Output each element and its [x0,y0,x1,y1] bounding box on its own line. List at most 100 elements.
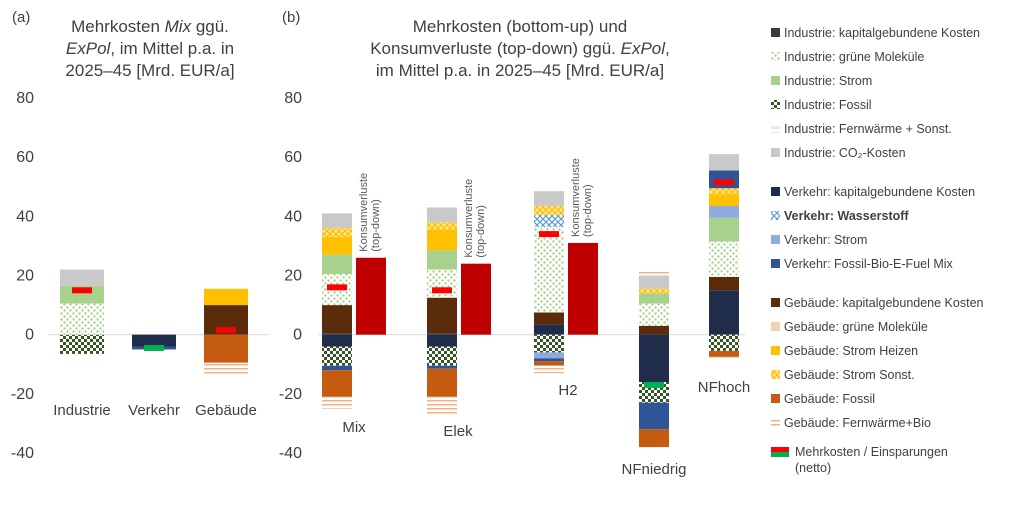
bar-segment-ind-gruen [639,303,669,326]
legend-swatch [771,370,780,379]
bar-segment-ind-fossil [709,334,739,351]
bar-segment-geb-fw [534,365,564,374]
legend-label: Gebäude: Fernwärme+Bio [784,416,931,430]
bar-segment-geb-kap [709,276,739,291]
panel-label-a: (a) [12,9,30,26]
legend-item-ver-h2: Verkehr: Wasserstoff [771,209,909,223]
y-tick-label: 60 [284,149,302,166]
bar-segment-ver-kap [709,290,739,335]
net-marker [216,327,236,334]
bar-segment-ind-strom [322,254,352,275]
bar-segment-geb-fossil [322,370,352,397]
legend-swatch [771,418,780,427]
bar-segment-geb-heizen [709,194,739,206]
bar-segment-ind-co2 [709,154,739,171]
x-category-label: Elek [443,423,473,440]
bar-segment-ver-kap [639,334,669,382]
bar-segment-geb-kap [427,297,457,334]
legend-item-geb-sonst: Gebäude: Strom Sonst. [771,368,915,382]
bar-segment-geb-fossil [709,350,739,357]
y-tick-label: 0 [25,327,34,344]
legend-swatch [771,235,780,244]
bar-segment-geb-heizen [204,288,248,306]
bar-segment-geb-fw [709,356,739,360]
legend-item-ind-kap: Industrie: kapitalgebundene Kosten [771,26,980,40]
net-marker [432,287,452,294]
bar-segment-ind-kap [322,333,352,335]
bar-segment-ind-strom [60,285,104,304]
bar-segment-ind-co2 [322,213,352,229]
bar-segment-ind-strom [427,250,457,270]
stack-nfhoch: NFhoch [698,154,750,396]
chart-title: Mehrkosten Mix ggü. ExPol, im Mittel p.a.… [65,17,234,80]
bar-segment-ver-fossil [322,365,352,371]
bar-segment-ver-kap [534,324,564,335]
bar-segment-geb-fossil [534,361,564,366]
bar-segment-ver-h2 [534,214,564,227]
konsum-annotation: Konsumverluste(top-down) [358,173,382,252]
chart-legend: Industrie: kapitalgebundene Kosten Indust… [771,26,984,475]
legend-swatch-netto-pos [771,447,789,452]
y-tick-label: 20 [16,268,34,285]
bar-segment-geb-sonst [322,228,352,238]
chart-panels: (a) Mehrkosten Mix ggü. ExPol, im Mittel p… [11,9,750,478]
net-marker [539,231,559,238]
legend-item-ind-fossil: Industrie: Fossil [771,98,872,112]
legend-label: Verkehr: Fossil-Bio-E-Fuel Mix [784,257,954,271]
bar-segment-geb-fossil [427,368,457,397]
x-category-label: Gebäude [195,402,257,419]
bar-segment-ind-fossil [60,334,104,354]
bar-segment-ind-strom [639,293,669,304]
x-category-label: Industrie [53,402,111,419]
legend-item-ver-strom: Verkehr: Strom [771,233,867,247]
legend-swatch [771,394,780,403]
bar-segment-geb-fw [204,362,248,375]
bar-segment-ver-fossil [427,365,457,369]
legend-swatch [771,100,780,109]
stack-h2: Konsumverluste(top-down) H2 [534,158,598,399]
bar-segment-ind-fossil [534,334,564,353]
legend-label: Gebäude: Strom Heizen [784,344,918,358]
bar-segment-ver-strom [534,352,564,359]
bar-segment-geb-heizen [322,237,352,255]
bar-segment-geb-fossil [204,334,248,363]
legend-label: Verkehr: kapitalgebundene Kosten [784,185,975,199]
y-tick-label: 60 [16,149,34,166]
legend-swatch [771,211,780,220]
legend-label: Industrie: Strom [784,74,872,88]
bar-segment-ver-kap [427,334,457,347]
legend-item-ver-fossil: Verkehr: Fossil-Bio-E-Fuel Mix [771,257,954,271]
legend-item-ind-gruen: Industrie: grüne Moleküle [771,50,924,64]
legend-label: Mehrkosten / Einsparungen (netto) [795,445,948,475]
y-tick-label: -20 [11,386,34,403]
bar-segment-geb-fw [427,396,457,415]
legend-label: Verkehr: Wasserstoff [784,209,909,223]
panel-label-b: (b) [282,9,300,26]
stack-industrie: Industrie [53,269,111,419]
net-marker [714,179,734,186]
bar-segment-ind-gruen [60,303,104,335]
bar-segment-ind-fossil [322,346,352,366]
bar-segment-geb-sonst [639,288,669,294]
legend-label: Gebäude: Fossil [784,392,875,406]
bar-segment-ver-kap [132,334,176,347]
net-marker [144,344,164,351]
legend-swatch [771,187,780,196]
x-category-label: NFniedrig [621,461,686,478]
legend-item-ind-fw: Industrie: Fernwärme + Sonst. [771,122,952,136]
bar-segment-ind-kap [427,333,457,335]
legend-swatch [771,322,780,331]
stack-verkehr: Verkehr [128,334,180,419]
legend-item-geb-gruen: Gebäude: grüne Moleküle [771,320,928,334]
bar-segment-geb-kap [534,312,564,325]
legend-swatch [771,259,780,268]
stack-elek: Konsumverluste(top-down) Elek [427,179,491,440]
stack-nfniedrig: NFniedrig [621,269,687,478]
legend-label: Industrie: Fernwärme + Sonst. [784,122,952,136]
bar-segment-ind-co2 [427,207,457,223]
net-marker [644,381,664,388]
legend-swatch [771,346,780,355]
legend-item-geb-fw: Gebäude: Fernwärme+Bio [771,416,931,430]
chart-title: Mehrkosten (bottom-up) und Konsumverluste… [370,17,670,80]
